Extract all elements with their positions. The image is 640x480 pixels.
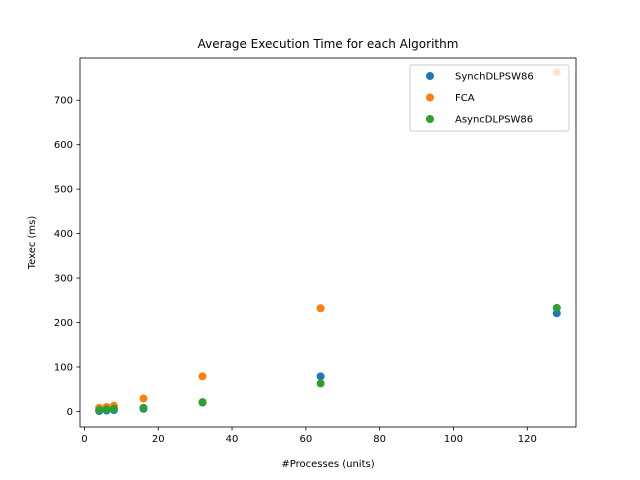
x-tick-label-3: 60 <box>299 434 312 445</box>
point-series-1-4 <box>198 372 207 381</box>
point-series-1-5 <box>316 304 325 313</box>
point-series-2-6 <box>552 303 561 312</box>
y-tick-label-6: 600 <box>54 140 73 151</box>
x-tick-label-4: 80 <box>373 434 386 445</box>
x-tick-label-5: 100 <box>444 434 463 445</box>
chart-title: Average Execution Time for each Algorith… <box>198 37 459 51</box>
point-series-2-5 <box>316 379 325 388</box>
y-tick-label-2: 200 <box>54 318 73 329</box>
x-tick-label-1: 20 <box>152 434 165 445</box>
y-tick-label-5: 500 <box>54 185 73 196</box>
point-series-0-5 <box>316 372 325 381</box>
point-series-2-1 <box>102 405 111 414</box>
legend-label-2: AsyncDLPSW86 <box>455 115 533 126</box>
legend-label-0: SynchDLPSW86 <box>455 72 534 83</box>
x-tick-label-0: 0 <box>81 434 87 445</box>
point-series-1-3 <box>139 394 148 403</box>
legend: SynchDLPSW86 FCA AsyncDLPSW86 <box>409 64 570 132</box>
legend-box <box>409 64 570 132</box>
y-axis-label: Texec (ms) <box>27 216 38 271</box>
point-series-2-0 <box>95 406 104 415</box>
x-axis-label: #Processes (units) <box>281 459 374 470</box>
y-tick-label-4: 400 <box>54 229 73 240</box>
point-series-2-2 <box>109 404 118 413</box>
legend-marker-2 <box>426 115 434 123</box>
x-tick-label-2: 40 <box>226 434 239 445</box>
x-tick-label-6: 120 <box>518 434 537 445</box>
y-tick-label-1: 100 <box>54 362 73 373</box>
legend-marker-1 <box>426 93 434 102</box>
y-tick-label-0: 0 <box>67 407 73 418</box>
legend-marker-0 <box>426 72 434 80</box>
point-series-2-4 <box>198 398 207 407</box>
y-tick-label-3: 300 <box>54 274 73 285</box>
plot-frame <box>79 57 577 428</box>
point-series-2-3 <box>139 403 148 412</box>
legend-label-1: FCA <box>455 93 475 104</box>
axis-ticks: 0 20 40 60 80 100 120 0 100 200 300 400 500 600 700 <box>54 96 537 445</box>
y-tick-label-7: 700 <box>54 96 73 107</box>
